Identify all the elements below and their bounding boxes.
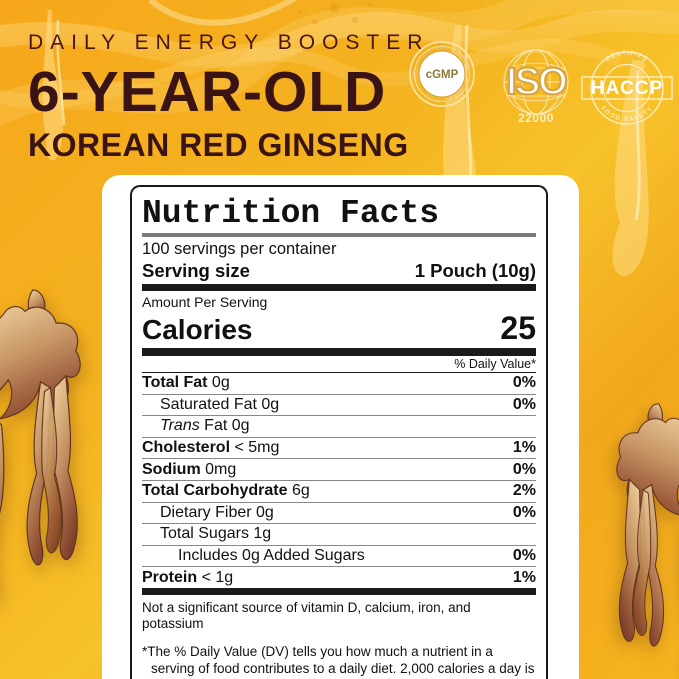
svg-text:HACCP: HACCP xyxy=(591,78,664,99)
svg-text:ISO: ISO xyxy=(506,61,566,103)
svg-text:22000: 22000 xyxy=(518,111,554,125)
svg-text:cGMP: cGMP xyxy=(426,69,459,81)
svg-text:FOOD SAFETY: FOOD SAFETY xyxy=(599,105,654,123)
